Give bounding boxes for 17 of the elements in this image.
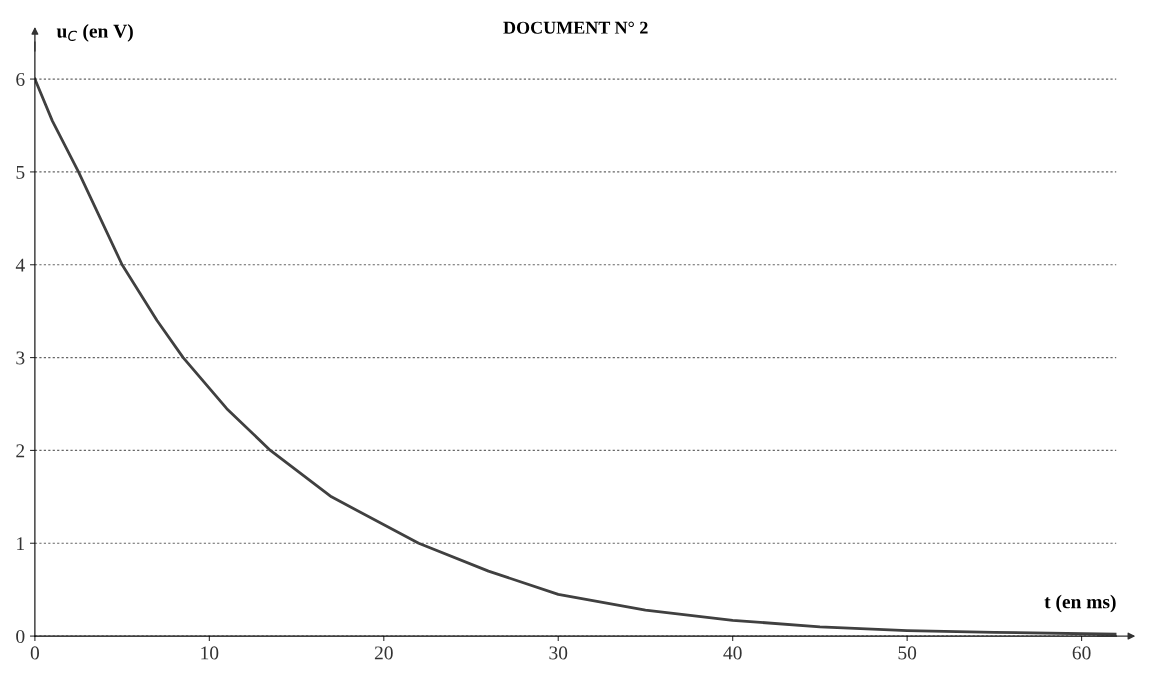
y-tick-label: 4 — [15, 258, 25, 272]
x-tick-label: 40 — [723, 646, 742, 660]
y-tick-label: 3 — [16, 351, 25, 365]
x-tick-label: 20 — [374, 646, 393, 660]
y-tick-label: 0 — [16, 629, 25, 644]
y-axis-title: u$_{C}$ (en V) — [56, 24, 133, 42]
x-axis-title: t (en ms) — [1044, 594, 1116, 613]
chart-title: DOCUMENT N° 2 — [503, 21, 648, 34]
x-tick-label: 30 — [549, 646, 568, 660]
x-tick-label: 50 — [898, 646, 917, 660]
y-tick-label: 6 — [16, 72, 25, 87]
x-tick-label: 10 — [201, 646, 219, 660]
y-tick-label: 2 — [16, 444, 25, 458]
x-tick-label: 60 — [1072, 646, 1091, 660]
y-tick-label: 5 — [16, 165, 25, 179]
x-tick-label: 0 — [30, 646, 40, 660]
y-tick-label: 1 — [17, 537, 24, 550]
